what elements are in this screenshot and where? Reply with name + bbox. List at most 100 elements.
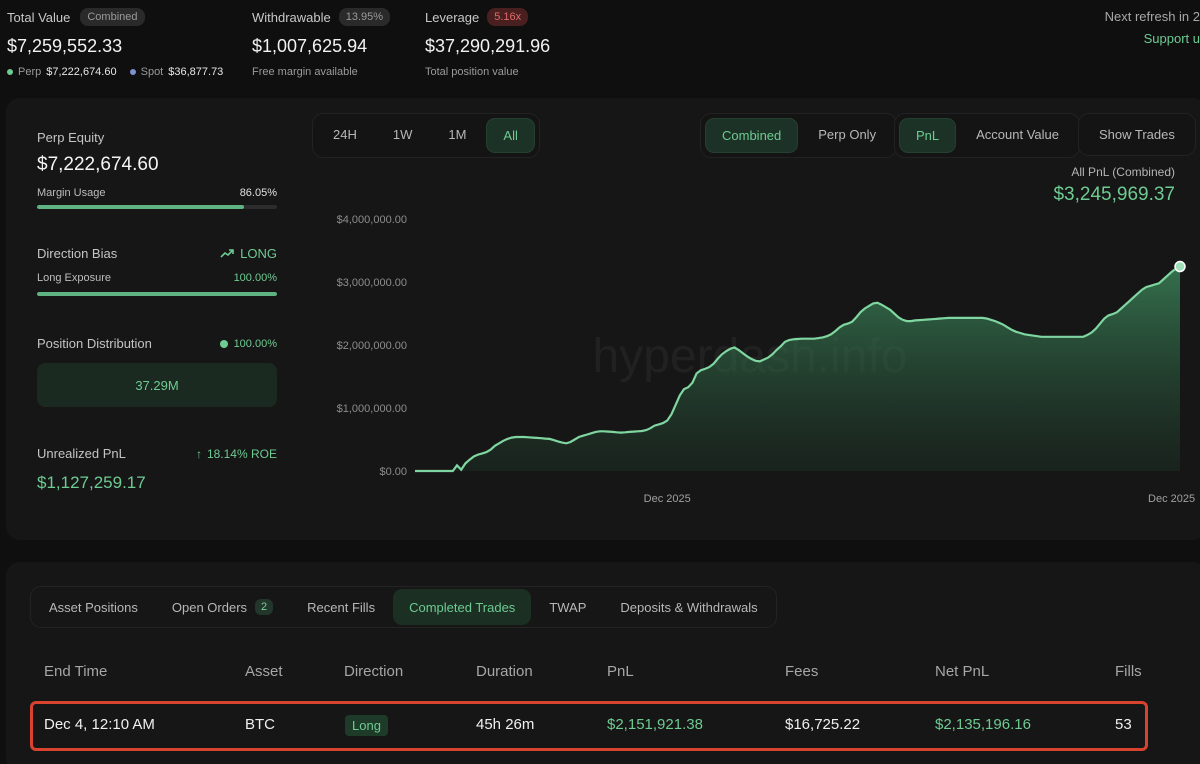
pnl-button[interactable]: PnL [899,118,957,153]
long-exposure-label: Long Exposure [37,272,111,284]
chart-header: All PnL (Combined) $3,245,969.37 [1053,165,1175,206]
long-exposure-bar [37,292,277,296]
tab-recent-fills[interactable]: Recent Fills [291,589,391,625]
perp-equity-label: Perp Equity [37,130,105,145]
spot-dot-icon [129,69,136,75]
direction-bias-section: Direction Bias LONG Long Exposure 100.00… [37,246,277,296]
unrealized-pnl-value: $1,127,259.17 [37,473,146,492]
header-direction[interactable]: Direction [344,663,404,680]
leverage-label: Leverage [425,9,480,25]
position-distribution-section: Position Distribution 100.00% 37.29M [37,336,277,407]
long-exposure-fill [37,292,277,296]
margin-usage-value: 86.05% [239,187,277,199]
row-pnl: $2,151,921.38 [607,716,703,733]
support-link[interactable]: Support u [1143,31,1200,46]
chart-header-label: All PnL (Combined) [1071,165,1175,179]
perp-only-button[interactable]: Perp Only [818,127,877,142]
tab-deposits-withdrawals[interactable]: Deposits & Withdrawals [604,589,773,625]
pnl-end-point[interactable] [1174,260,1186,273]
tab-open-orders[interactable]: Open Orders 2 [156,589,289,625]
leverage-sub: Total position value [425,66,519,78]
arrow-up-icon: ↑ [195,446,202,461]
tab-label: Completed Trades [409,599,516,615]
pnl-chart[interactable]: hyperdash.info $4,000,000.00$3,000,000.0… [0,0,1200,540]
range-1w-button[interactable]: 1W [392,127,413,142]
header-fills[interactable]: Fills [1115,663,1142,680]
combined-badge: Combined [80,8,145,26]
spot-value: $36,877.73 [168,66,224,78]
row-fees: $16,725.22 [785,716,861,733]
tab-label: Open Orders [171,599,248,615]
account-value-button[interactable]: Account Value [976,127,1060,142]
chart-header-value: $3,245,969.37 [1053,184,1175,205]
withdrawable-sub: Free margin available [252,66,358,78]
show-trades-group: Show Trades [1078,113,1196,156]
y-tick-label: $2,000,000.00 [337,340,407,352]
perp-dot-icon [7,69,13,75]
metric-selector: PnL Account Value [894,113,1081,158]
margin-usage-fill [37,205,244,209]
long-exposure-value: 100.00% [233,272,277,284]
row-asset[interactable]: BTC [245,716,275,733]
direction-bias-label: Direction Bias [37,246,118,261]
range-all-button[interactable]: All [486,118,535,153]
range-24h-button[interactable]: 24H [333,127,357,142]
header-fees[interactable]: Fees [785,663,819,680]
header-net-pnl[interactable]: Net PnL [935,663,990,680]
mode-selector: Combined Perp Only [700,113,898,158]
x-tick-label: Dec 2025 [1148,493,1195,505]
y-tick-label: $4,000,000.00 [337,214,407,226]
combined-button[interactable]: Combined [705,118,799,153]
row-end-time: Dec 4, 12:10 AM [44,716,155,733]
leverage-badge: 5.16x [487,8,529,26]
row-direction-badge: Long [345,715,388,736]
trending-up-icon [220,248,234,258]
tab-label: Asset Positions [49,599,138,615]
tab-label: Deposits & Withdrawals [620,599,758,615]
perp-equity-section: Perp Equity $7,222,674.60 Margin Usage 8… [37,130,277,209]
tab-label: TWAP [549,599,587,615]
margin-usage-label: Margin Usage [37,187,106,199]
y-tick-label: $0.00 [379,466,407,478]
position-distribution-label: Position Distribution [37,336,152,351]
spot-label: Spot [140,66,164,78]
y-tick-label: $1,000,000.00 [337,403,407,415]
withdrawable-badge: 13.95% [338,8,391,26]
distribution-dot-icon [219,339,228,348]
tab-label: Recent Fills [307,599,376,615]
perp-label: Perp [18,66,42,78]
show-trades-button[interactable]: Show Trades [1099,127,1175,142]
unrealized-pnl-label: Unrealized PnL [37,446,126,461]
header-pnl[interactable]: PnL [607,663,634,680]
x-tick-label: Dec 2025 [644,493,691,505]
leverage-value: $37,290,291.96 [425,36,551,56]
header-asset[interactable]: Asset [245,663,283,680]
margin-usage-bar [37,205,277,209]
range-selector: 24H 1W 1M All [312,113,540,158]
pnl-line [415,265,1181,473]
tab-twap[interactable]: TWAP [533,589,602,625]
tab-completed-trades[interactable]: Completed Trades [393,589,532,625]
refresh-timer: Next refresh in 2 [1104,9,1200,24]
total-value-label: Total Value [7,9,71,25]
withdrawable-label: Withdrawable [252,9,331,25]
direction-bias-value: LONG [240,246,277,261]
tab-asset-positions[interactable]: Asset Positions [33,589,154,625]
y-tick-label: $3,000,000.00 [337,277,407,289]
table-row[interactable] [30,701,1148,751]
perp-value: $7,222,674.60 [46,66,117,78]
position-distribution-bar[interactable]: 37.29M [37,363,277,407]
row-duration: 45h 26m [476,716,535,733]
range-1m-button[interactable]: 1M [448,127,467,142]
withdrawable-value: $1,007,625.94 [252,36,368,56]
header-duration[interactable]: Duration [476,663,533,680]
withdrawable-block: Withdrawable 13.95% $1,007,625.94 Free m… [252,8,391,78]
header-end-time[interactable]: End Time [44,663,108,680]
roe-value: 18.14% ROE [206,446,277,461]
leverage-block: Leverage 5.16x $37,290,291.96 Total posi… [425,8,550,78]
row-fills: 53 [1115,716,1132,733]
position-distribution-value: 100.00% [233,337,277,350]
perp-equity-value: $7,222,674.60 [37,154,159,175]
pnl-area [415,266,1180,471]
unrealized-pnl-section: Unrealized PnL ↑ 18.14% ROE $1,127,259.1… [37,446,277,493]
